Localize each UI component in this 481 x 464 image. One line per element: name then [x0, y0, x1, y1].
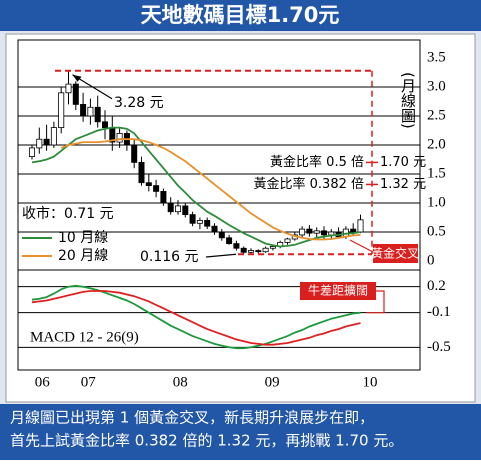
candle-body — [320, 230, 327, 236]
candle-body — [72, 83, 79, 105]
candle-body — [240, 247, 247, 253]
y-tick-label: 1.5 — [427, 165, 446, 181]
candle-body — [174, 205, 181, 213]
candle-body — [306, 228, 313, 234]
cross-label: 黃金交叉 — [371, 246, 419, 261]
x-tick-label: 10 — [362, 374, 377, 390]
candle-body — [262, 247, 269, 253]
candle-body — [255, 250, 262, 253]
candle-body — [167, 202, 174, 213]
axis-note: (月線圖) — [399, 72, 417, 129]
candle-body — [153, 185, 160, 192]
candle-body — [116, 132, 123, 143]
ma-line — [31, 126, 361, 248]
high-label: 3.28 元 — [114, 95, 164, 111]
caption-line: 首先上試黃金比率 0.382 倍的 1.32 元，再挑戰 1.70 元。 — [10, 432, 403, 450]
arrow — [349, 239, 374, 253]
y-tick-label: 0.5 — [427, 223, 446, 239]
candle-body — [36, 138, 43, 149]
golden-value: 1.32 元 — [380, 177, 426, 192]
golden-ratio: 黃金比率 0.5 倍 — [270, 154, 364, 170]
x-tick-label: 08 — [173, 374, 188, 390]
candle-body — [131, 144, 138, 163]
candle-body — [138, 161, 145, 184]
candle-body — [196, 219, 203, 224]
legend-label: 10 月線 — [58, 230, 108, 246]
y-tick-label: 2.0 — [427, 136, 446, 152]
ma-line — [60, 138, 361, 241]
candle-body — [65, 83, 72, 94]
macd-label: MACD 12 - 26(9) — [30, 329, 139, 345]
candle-body — [299, 228, 306, 236]
candle-body — [80, 104, 87, 117]
arrow — [366, 290, 385, 314]
legend-label: 20 月線 — [58, 248, 108, 264]
candle-body — [284, 238, 291, 243]
y-tick-label: 1.0 — [427, 194, 446, 210]
candle-body — [43, 138, 50, 146]
plot-frame — [17, 39, 421, 371]
candle-body — [87, 106, 94, 117]
y-tick-label: 3.5 — [427, 49, 446, 65]
candle-body — [313, 230, 320, 234]
candle-body — [58, 92, 65, 129]
candle-body — [160, 190, 167, 204]
caption-bar — [0, 404, 481, 460]
candle-body — [350, 228, 357, 233]
candle-body — [226, 237, 233, 245]
macd-line — [31, 290, 361, 346]
golden-ratio: 黃金比率 0.382 倍 — [254, 176, 364, 192]
chart-title: 天地數碼目標1.70元 — [141, 3, 340, 27]
candle-body — [357, 219, 364, 233]
title-bar — [0, 0, 481, 31]
cross-box — [373, 244, 418, 263]
macd-line — [31, 284, 361, 350]
low-label: 0.116 元 — [140, 249, 199, 265]
candle-body — [233, 243, 240, 249]
note-box — [300, 282, 376, 300]
candle-body — [218, 231, 225, 239]
y-tick-label: -0.1 — [427, 304, 451, 320]
candle-body — [247, 250, 254, 253]
arrow-head — [72, 74, 82, 82]
x-tick-label: 07 — [81, 374, 97, 390]
candle-body — [102, 121, 109, 129]
candle-body — [28, 147, 35, 157]
y-tick-label: 2.5 — [427, 107, 446, 123]
candle-body — [269, 246, 276, 249]
close-label: 收市：0.71 元 — [22, 205, 114, 222]
candle-body — [50, 127, 57, 146]
y-tick-label: 3.0 — [427, 78, 446, 94]
y-tick-label: 0.2 — [427, 278, 446, 294]
candle-body — [94, 106, 101, 123]
x-tick-label: 06 — [35, 374, 51, 390]
candle-body — [182, 205, 189, 215]
candle-body — [145, 182, 152, 186]
caption-line: 月線圖已出現第 1 個黃金交叉，新長期升浪展步在即， — [10, 409, 374, 427]
golden-value: 1.70 元 — [380, 155, 426, 170]
arrow — [205, 253, 237, 258]
y-tick-label: -0.5 — [427, 339, 451, 355]
candle-body — [211, 225, 218, 233]
candle-body — [204, 219, 211, 227]
y-tick-label: 0 — [427, 252, 435, 268]
note-label: 牛差距擴闊 — [308, 283, 368, 298]
x-tick-label: 09 — [265, 374, 280, 390]
candle-body — [189, 214, 196, 224]
